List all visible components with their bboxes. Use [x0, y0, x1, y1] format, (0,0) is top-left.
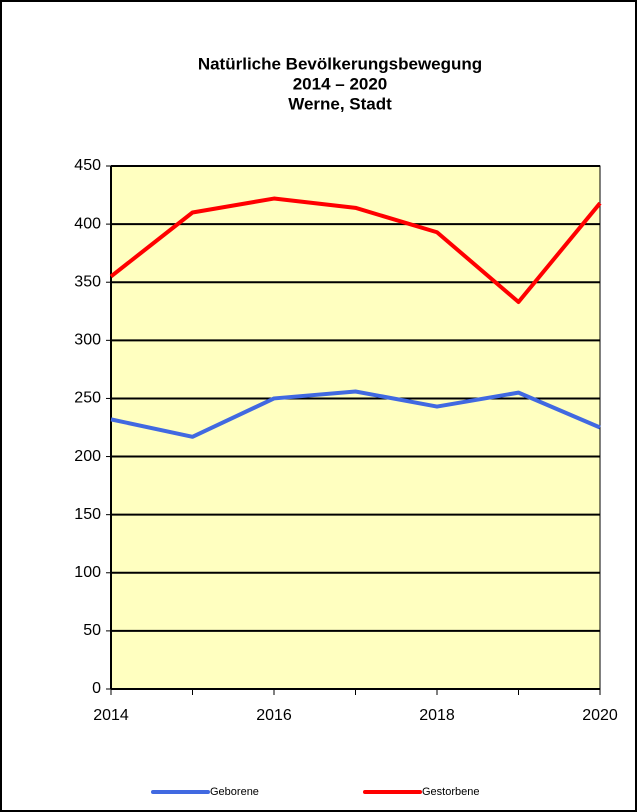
plot-area [110, 165, 601, 690]
legend-label: Geborene [210, 786, 259, 798]
x-tick-label: 2020 [582, 707, 618, 724]
y-tick-label: 350 [74, 273, 101, 290]
line-series [110, 389, 601, 439]
x-tick-label: 2018 [419, 707, 455, 724]
legend-label: Gestorbene [422, 786, 479, 798]
y-tick-label: 400 [74, 215, 101, 232]
y-tick-label: 200 [74, 448, 101, 465]
y-tick-label: 100 [74, 564, 101, 581]
y-tick-label: 0 [92, 680, 101, 697]
y-tick-label: 300 [74, 332, 101, 349]
x-tick-label: 2014 [93, 707, 129, 724]
x-tick-label: 2016 [256, 707, 292, 724]
chart-title: 2014 – 2020 [293, 74, 388, 93]
line-series [109, 196, 602, 304]
y-tick-label: 150 [74, 506, 101, 523]
chart-title: Natürliche Bevölkerungsbewegung [198, 54, 482, 73]
y-tick-label: 450 [74, 157, 101, 174]
y-tick-label: 250 [74, 390, 101, 407]
chart-title: Werne, Stadt [288, 94, 392, 113]
y-tick-label: 50 [83, 622, 101, 639]
